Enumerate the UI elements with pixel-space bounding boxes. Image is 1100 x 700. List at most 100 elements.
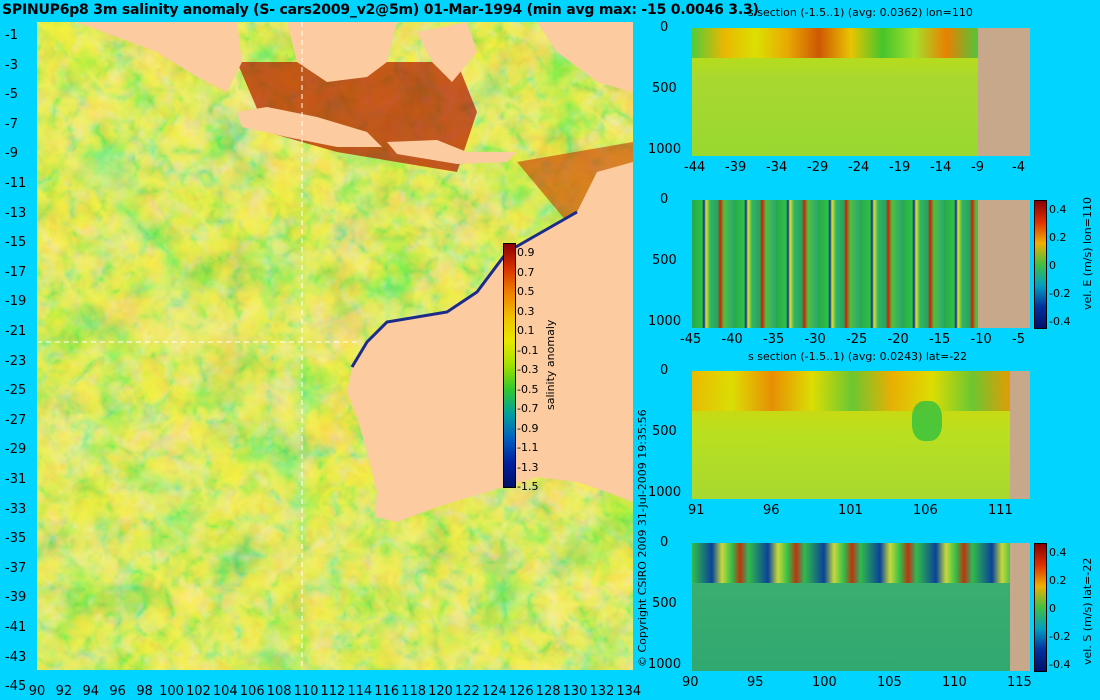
panel3-y-tick: 500 [652,423,677,439]
panel4-x-tick: 100 [812,675,837,690]
panel4-vel-s[interactable] [692,543,1030,671]
lat-tick: -25 [5,383,27,399]
sulawesi-land [417,22,477,82]
lat-tick: -29 [5,442,27,458]
panel4-colorbar [1034,543,1047,672]
lon-tick: 126 [508,684,534,699]
panel2-x-tick: -40 [721,332,743,347]
panel4-colorbar-tick: -0.4 [1049,658,1071,671]
lat-tick: -17 [5,264,27,280]
lon-tick: 122 [454,684,480,699]
lat-tick: -45 [5,679,27,695]
panel3-x-tick: 111 [988,503,1013,518]
panel3-x-tick: 96 [763,503,780,518]
panel2-land [978,200,1030,328]
lat-tick: -31 [5,472,27,487]
panel1-x-tick: -14 [930,160,952,175]
panel3-x-tick: 101 [838,503,863,518]
lon-tick: 102 [185,684,211,699]
lon-tick: 96 [109,684,126,699]
map-colorbar-tick: -0.1 [517,343,539,357]
map-colorbar [503,243,516,488]
panel2-x-tick: -35 [763,332,785,347]
lon-tick: 100 [159,684,184,699]
panel2-x-tick: -25 [846,332,868,347]
lat-tick: -5 [5,87,18,103]
panel2-x-tick: -20 [887,332,909,347]
lat-tick: -9 [5,146,18,162]
panel4-colorbar-label: vel. S (m/s) lat=-22 [1081,557,1094,665]
panel3-land [1010,371,1030,499]
lon-tick: 120 [428,684,453,699]
lat-tick: -19 [5,294,27,310]
map-colorbar-tick: -1.1 [517,441,539,454]
lon-tick: 94 [82,684,100,699]
borneo-land [287,22,397,82]
panel1-x-tick: -44 [684,160,706,175]
panel1-y-tick: 0 [660,20,669,35]
sumatra-land [77,22,242,92]
panel1-y-tick: 500 [652,80,677,96]
lon-tick: 116 [374,684,400,699]
panel1-land [978,28,1030,156]
lat-tick: -1 [5,28,18,43]
panel1-x-tick: -39 [725,160,747,175]
lon-tick: 104 [212,684,238,699]
panel4-land [1010,543,1030,671]
nusa-tenggara-land [387,140,517,164]
panel2-colorbar-tick: -0.2 [1049,287,1071,300]
lat-tick: -21 [5,324,27,339]
panel1-x-tick: -9 [971,160,984,175]
panel3-title: s section (-1.5..1) (avg: 0.0243) lat=-2… [748,350,968,363]
panel4-colorbar-tick: -0.2 [1049,630,1071,643]
panel1-section[interactable] [692,28,1030,156]
panel1-y-tick: 1000 [648,141,682,157]
lat-tick: -43 [5,649,27,665]
lat-tick: -11 [5,176,27,191]
lon-tick: 114 [347,684,373,699]
map-colorbar-tick: -1.3 [517,460,539,474]
panel3-section[interactable] [692,371,1030,499]
lon-tick: 132 [589,684,615,699]
panel4-x-tick: 110 [942,675,967,690]
panel2-vel-e[interactable] [692,200,1030,328]
copyright: © Copyright CSIRO 2009 31-Jul-2009 19:35… [636,409,649,667]
figure-title: SPINUP6p8 3m salinity anomaly (S- cars20… [2,2,759,18]
panel4-colorbar-tick: 0.2 [1049,574,1067,587]
panel2-colorbar [1034,200,1047,329]
lat-tick: -13 [5,205,27,221]
lat-tick: -3 [5,57,18,73]
lat-tick: -27 [5,412,27,428]
lon-tick: 110 [293,684,319,699]
lat-tick: -7 [5,116,18,132]
lon-tick: 90 [28,684,46,699]
panel1-x-tick: -24 [848,160,870,175]
panel3-x-tick: 106 [913,503,938,518]
map-colorbar-tick: -0.9 [517,421,539,435]
panel3-y-tick: 0 [660,363,669,378]
panel4-x-tick: 95 [747,675,764,690]
panel1-x-tick: -29 [807,160,829,175]
panel4-y-tick: 0 [660,535,669,550]
salinity-map-svg [37,22,633,670]
panel2-x-tick: -45 [680,332,702,347]
lon-tick: 112 [320,684,346,699]
new-guinea-land [537,22,633,92]
salinity-map[interactable] [37,22,633,670]
panel2-colorbar-tick: 0.4 [1049,203,1067,216]
lat-tick: -15 [5,235,27,251]
lat-tick: -37 [5,560,27,576]
panel1-title: s section (-1.5..1) (avg: 0.0362) lon=11… [748,6,973,19]
panel1-x-tick: -19 [889,160,911,175]
panel4-colorbar-tick: 0 [1049,602,1056,615]
panel4-x-tick: 105 [877,675,902,690]
lon-tick: 130 [562,684,588,699]
panel1-x-tick: -4 [1012,160,1025,175]
panel2-y-tick: 0 [660,192,669,207]
panel2-x-tick: -10 [970,332,992,347]
lat-tick: -35 [5,531,27,547]
lat-tick: -23 [5,353,27,369]
map-colorbar-tick: -1.5 [517,480,539,493]
lon-tick: 134 [616,684,642,699]
map-colorbar-tick: -0.3 [517,363,539,376]
